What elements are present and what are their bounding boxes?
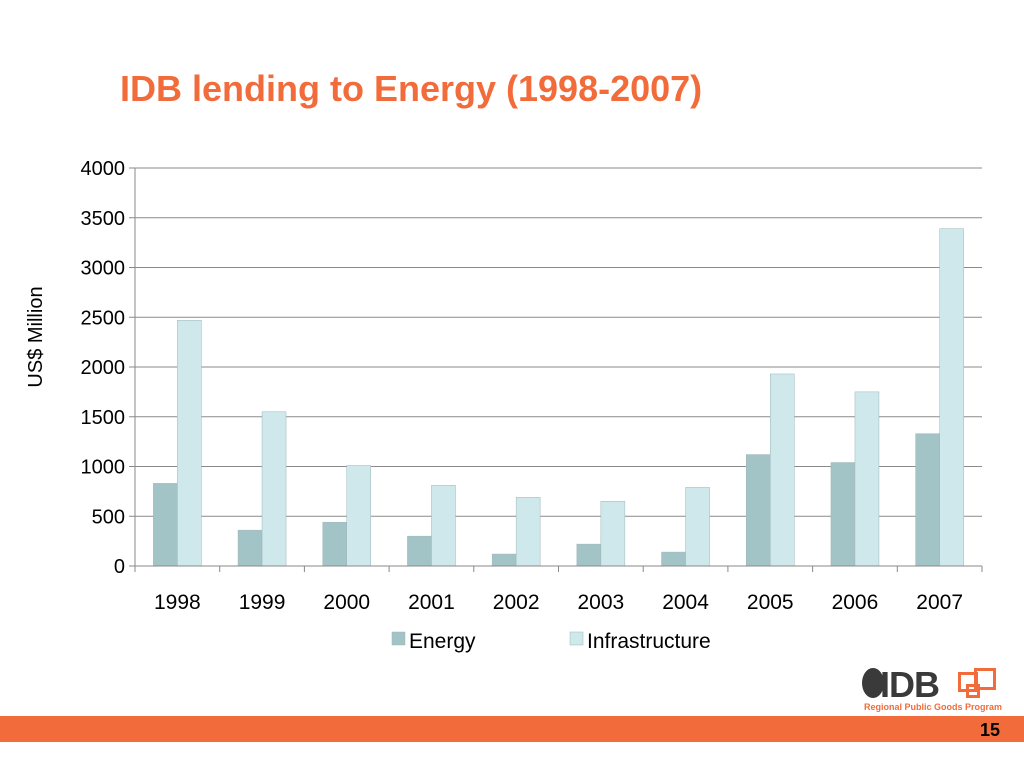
footer-bar	[0, 716, 1024, 742]
bar-infrastructure-2005	[770, 373, 795, 567]
bar-infrastructure-2003	[600, 501, 626, 567]
idb-logo: IDB Regional Public Goods Program	[862, 664, 1012, 714]
bar-energy-1999	[237, 529, 263, 567]
logo-subtitle: Regional Public Goods Program	[864, 702, 1003, 712]
bar-energy-2000	[322, 521, 347, 567]
x-tick-label: 2007	[916, 591, 963, 614]
x-tick-label: 2004	[662, 591, 709, 614]
legend-label-infrastructure: Infrastructure	[587, 630, 711, 653]
x-tick-label: 1999	[239, 591, 286, 614]
legend-label-energy: Energy	[409, 630, 476, 653]
y-tick-label: 3000	[81, 258, 126, 280]
bar-infrastructure-2004	[685, 487, 710, 567]
page-number: 15	[979, 720, 1000, 740]
bar-infrastructure-2001	[431, 485, 456, 567]
bar-infrastructure-2002	[515, 497, 541, 567]
x-axis-ticks: 1998 1999 2000 2001 2002 2003 2004 2005 2006 2007	[134, 566, 983, 614]
y-tick-label: 500	[92, 506, 125, 528]
bar-energy-1998	[153, 483, 178, 567]
bar-energy-2006	[830, 462, 856, 567]
x-tick-label: 2001	[408, 591, 455, 614]
x-tick-label: 2005	[747, 591, 794, 614]
globe-icon	[862, 668, 884, 698]
bar-infrastructure-1998	[177, 319, 202, 567]
bar-energy-2004	[661, 551, 686, 567]
y-tick-label: 4000	[81, 158, 126, 180]
y-tick-label: 1500	[81, 407, 126, 429]
bar-infrastructure-1999	[261, 411, 287, 567]
slide-title: IDB lending to Energy (1998-2007)	[120, 68, 703, 109]
logo-text: IDB	[880, 664, 940, 705]
x-tick-label: 2000	[323, 591, 370, 614]
bar-energy-2003	[576, 543, 602, 567]
y-tick-label: 0	[114, 556, 125, 578]
logo-square-icon	[974, 668, 996, 690]
legend-swatch-infrastructure	[569, 631, 584, 646]
x-tick-label: 2006	[832, 591, 879, 614]
y-axis-label: US$ Million	[25, 286, 47, 387]
bar-energy-2002	[491, 553, 517, 567]
bars	[153, 228, 964, 567]
y-tick-label: 1000	[81, 457, 126, 479]
y-tick-label: 2000	[81, 357, 126, 379]
y-axis-ticks: 0 500 1000 1500 2000 2500 3000 3500 4000	[81, 158, 135, 578]
bar-infrastructure-2006	[854, 391, 880, 567]
legend: Energy Infrastructure	[391, 630, 711, 653]
y-tick-label: 2500	[81, 307, 126, 329]
logo-square-icon	[966, 684, 980, 698]
bar-energy-2001	[407, 535, 432, 567]
x-tick-label: 2002	[493, 591, 540, 614]
x-tick-label: 2003	[577, 591, 624, 614]
bar-energy-2005	[746, 454, 771, 567]
y-tick-label: 3500	[81, 208, 126, 230]
legend-swatch-energy	[391, 631, 406, 646]
bar-energy-2007	[915, 433, 940, 567]
bar-infrastructure-2007	[939, 228, 964, 567]
x-tick-label: 1998	[154, 591, 201, 614]
bar-infrastructure-2000	[346, 465, 371, 567]
